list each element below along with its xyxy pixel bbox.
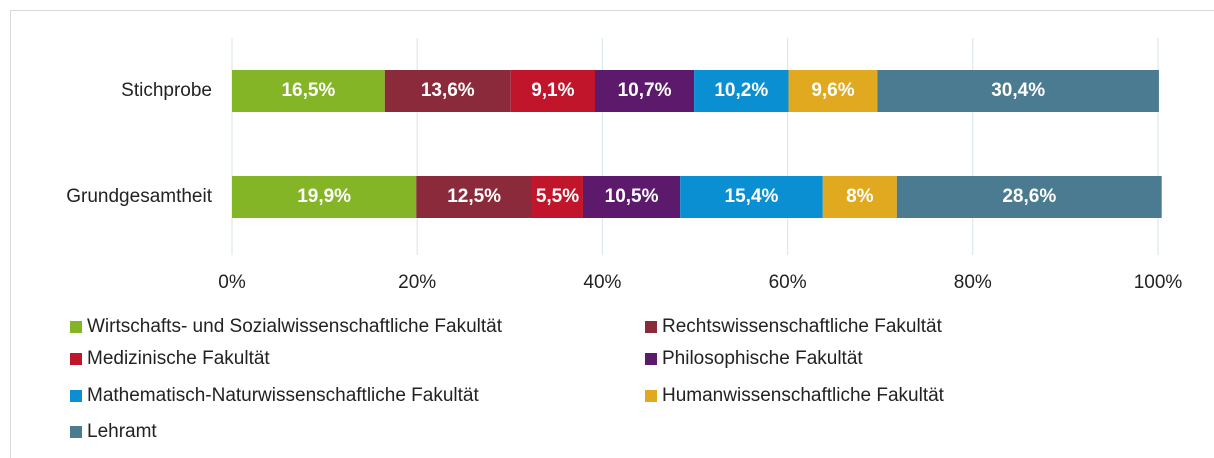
bar-segment [680, 176, 823, 218]
legend-swatch [70, 390, 82, 402]
legend-label: Mathematisch-Naturwissenschaftliche Faku… [87, 385, 479, 406]
legend-label: Philosophische Fakultät [662, 348, 863, 369]
x-tick-label: 60% [769, 272, 807, 293]
bar-segment [532, 176, 583, 218]
bar-segment [594, 70, 695, 112]
legend-label: Rechtswissenschaftliche Fakultät [662, 316, 943, 337]
x-tick-label: 40% [583, 272, 621, 293]
data-label: 28,6% [1002, 186, 1056, 207]
y-tick-label: Grundgesamtheit [66, 186, 212, 207]
data-label: 19,9% [297, 186, 351, 207]
legend-swatch [645, 321, 657, 333]
x-tick-label: 100% [1134, 272, 1183, 293]
legend-swatch [70, 321, 82, 333]
bar-segment [416, 176, 533, 218]
legend-swatch [645, 353, 657, 365]
bar-segment [384, 70, 511, 112]
bar-segment [788, 70, 878, 112]
legend-swatch [645, 390, 657, 402]
legend-label: Humanwissenschaftliche Fakultät [662, 385, 945, 406]
legend-label: Lehramt [87, 421, 157, 442]
x-tick-label: 20% [398, 272, 436, 293]
data-label: 5,5% [536, 186, 579, 207]
data-label: 12,5% [447, 186, 501, 207]
data-label: 10,5% [605, 186, 659, 207]
data-label: 30,4% [991, 80, 1045, 101]
data-label: 10,2% [714, 80, 768, 101]
data-label: 9,1% [531, 80, 574, 101]
bar-segment [582, 176, 681, 218]
bar-segment [896, 176, 1162, 218]
legend-label: Wirtschafts- und Sozialwissenschaftliche… [87, 316, 503, 337]
legend-swatch [70, 426, 82, 438]
bar-segment [694, 70, 789, 112]
bar-segment [232, 70, 385, 112]
chart-frame [10, 10, 1214, 458]
data-label: 15,4% [725, 186, 779, 207]
data-label: 13,6% [421, 80, 475, 101]
x-tick-label: 0% [218, 272, 246, 293]
bar-segment [822, 176, 897, 218]
legend-swatch [70, 353, 82, 365]
x-tick-label: 80% [954, 272, 992, 293]
data-label: 10,7% [618, 80, 672, 101]
data-label: 9,6% [811, 80, 854, 101]
bar-segment [877, 70, 1159, 112]
data-label: 8% [846, 186, 874, 207]
y-tick-label: Stichprobe [121, 80, 212, 101]
bar-segment [510, 70, 595, 112]
legend-label: Medizinische Fakultät [87, 348, 270, 369]
bar-segment [232, 176, 417, 218]
data-label: 16,5% [281, 80, 335, 101]
